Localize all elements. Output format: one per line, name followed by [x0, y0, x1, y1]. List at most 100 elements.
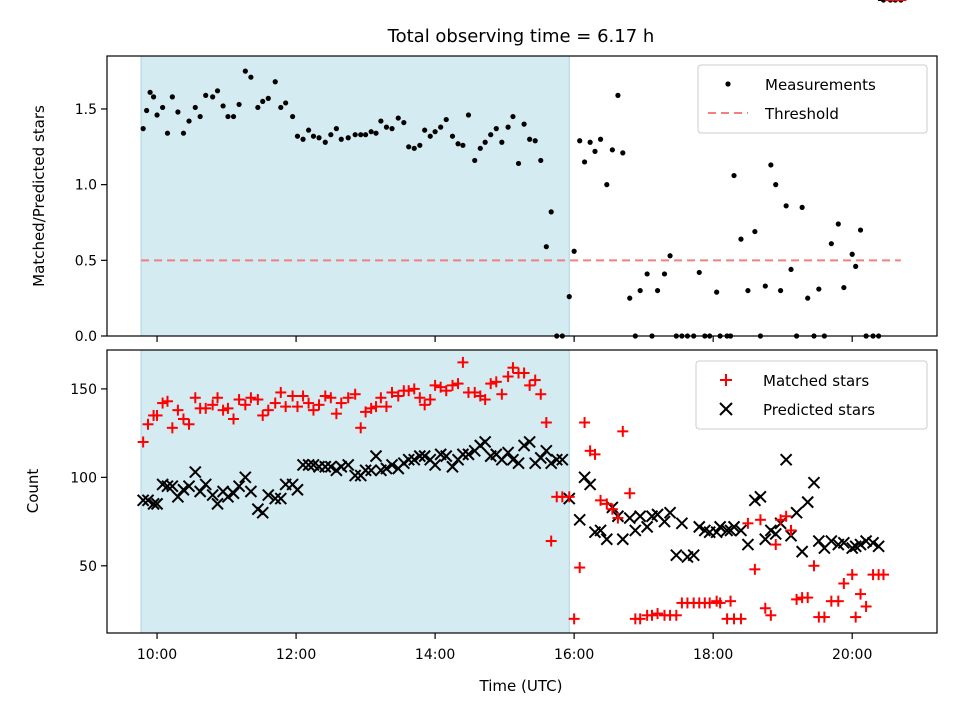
predicted-point — [544, 456, 558, 470]
matched-point — [287, 390, 299, 402]
matched-point — [518, 367, 530, 379]
measurement-point — [422, 127, 428, 133]
matched-point — [183, 418, 195, 430]
measurement-point — [305, 127, 312, 133]
measurement-point — [186, 118, 192, 124]
measurement-point — [180, 130, 187, 136]
predicted-point — [812, 534, 826, 548]
predicted-point — [221, 490, 235, 504]
predicted-point — [408, 453, 421, 466]
predicted-point — [720, 524, 734, 537]
x-tick-label: 18:00 — [693, 647, 733, 663]
measurement-point — [150, 94, 157, 100]
measurement-point — [799, 204, 805, 210]
matched-point — [275, 386, 287, 398]
measurement-point — [620, 150, 626, 156]
measurement-point — [197, 113, 203, 120]
measurement-point — [510, 113, 516, 120]
predicted-point — [506, 453, 520, 466]
measurement-point — [449, 133, 456, 139]
predicted-point — [324, 460, 338, 473]
matched-point — [846, 569, 858, 581]
matched-point — [785, 524, 797, 536]
matched-point — [370, 401, 382, 413]
predicted-point — [182, 479, 196, 493]
predicted-point — [734, 524, 748, 537]
measurement-point — [169, 94, 175, 100]
matched-point — [440, 385, 452, 397]
matched-point — [386, 386, 398, 398]
x-tick-label: 20:00 — [832, 647, 872, 663]
x-tick-label: 16:00 — [554, 647, 594, 663]
predicted-point — [189, 465, 202, 479]
predicted-point — [550, 453, 563, 466]
legend-count: Matched stars Predicted stars — [695, 360, 928, 430]
y-tick-label: 1.5 — [75, 102, 97, 118]
legend-predicted-label: Predicted stars — [763, 401, 875, 419]
matched-point — [291, 401, 303, 413]
matched-point — [646, 609, 658, 621]
matched-point — [403, 385, 415, 397]
matched-point — [742, 517, 754, 529]
matched-point — [137, 436, 149, 448]
x-tick-label: 14:00 — [415, 647, 455, 663]
y-tick-label: 1.0 — [75, 178, 97, 194]
measurement-point — [493, 126, 499, 132]
predicted-point — [211, 497, 224, 511]
matched-point — [507, 362, 519, 374]
predicted-point — [693, 520, 706, 534]
matched-point — [802, 592, 814, 604]
x-axis-label: Time (UTC) — [479, 677, 563, 695]
predicted-point — [837, 536, 851, 550]
matched-point — [177, 413, 189, 425]
predicted-point — [754, 490, 767, 504]
matched-point — [850, 611, 862, 623]
matched-point — [212, 392, 224, 404]
measurement-point — [411, 145, 417, 151]
panel-ratio-ticks: 0.0 0.5 1.0 1.5 — [75, 102, 853, 345]
predicted-point — [741, 538, 755, 551]
measurement-point — [788, 266, 794, 273]
predicted-point — [166, 479, 179, 493]
measurement-point — [627, 295, 633, 301]
measurement-point — [300, 136, 306, 142]
predicted-point — [759, 533, 772, 546]
matched-point — [200, 402, 212, 414]
predicted-point — [446, 460, 459, 473]
predicted-point — [623, 511, 636, 525]
predicted-point — [369, 449, 383, 463]
measurement-point — [805, 295, 811, 301]
predicted-point — [206, 488, 219, 502]
predicted-point — [319, 460, 332, 473]
panel-ratio-frame — [106, 55, 938, 337]
predicted-point — [807, 476, 821, 489]
matched-point — [670, 609, 682, 621]
predicted-point — [239, 471, 252, 484]
measurement-point — [521, 121, 527, 127]
measurement-point — [853, 263, 859, 269]
measurement-point — [401, 119, 407, 126]
legend-ratio-box — [697, 64, 928, 134]
matched-point — [166, 422, 178, 434]
measurement-point — [333, 126, 339, 132]
predicted-point — [663, 506, 677, 519]
measurement-point — [714, 289, 720, 295]
matched-point — [735, 613, 747, 625]
legend-matched-marker — [720, 374, 732, 386]
matched-point — [349, 388, 361, 400]
predicted-point — [256, 506, 269, 519]
measurement-point — [389, 126, 395, 132]
predicted-point — [296, 458, 310, 472]
measurement-point — [527, 136, 533, 142]
measurement-point — [175, 109, 181, 115]
matched-point — [502, 371, 514, 383]
predicted-point — [177, 483, 190, 496]
predicted-point — [193, 485, 207, 498]
measurement-point — [230, 113, 237, 120]
matched-point — [540, 417, 552, 429]
measurement-point — [140, 126, 146, 132]
measurement-point — [566, 294, 572, 300]
predicted-point — [161, 479, 174, 493]
measurement-point — [192, 104, 198, 111]
